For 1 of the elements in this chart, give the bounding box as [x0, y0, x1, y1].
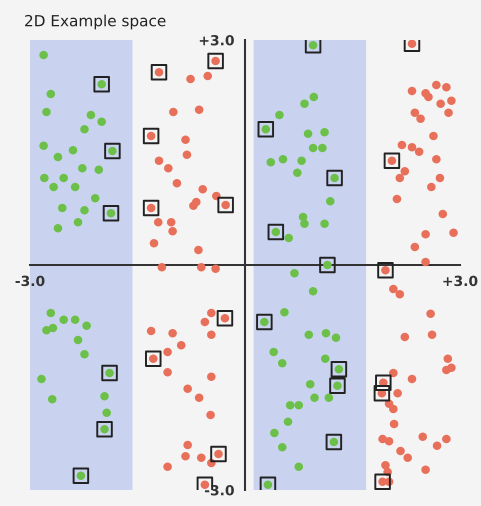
chart-title: 2D Example space	[25, 14, 166, 30]
